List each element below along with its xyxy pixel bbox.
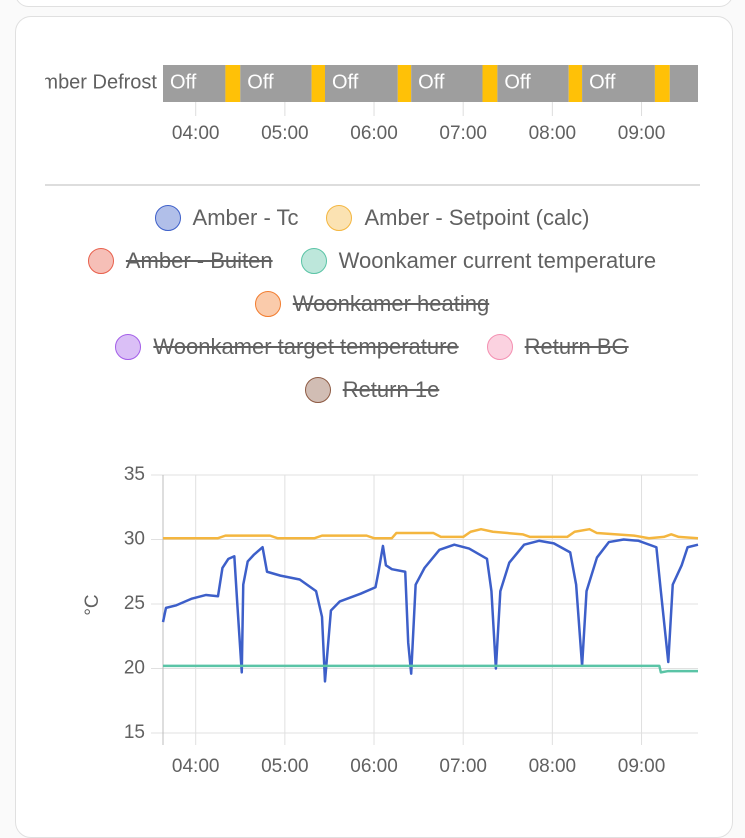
segment-label: Off [332,71,359,93]
segment-label: Off [170,71,197,93]
legend-item[interactable]: Woonkamer heating [254,283,490,326]
legend-swatch [87,248,114,275]
legend-label: Woonkamer heating [292,290,490,316]
series-line [161,538,699,683]
y-tick-label: 25 [124,593,145,614]
legend-label: Woonkamer target temperature [153,333,459,359]
x-tick-label: 05:00 [261,123,309,144]
legend-item[interactable]: Woonkamer current temperature [300,240,657,283]
x-tick-label: 05:00 [261,756,309,777]
timeline-segment [397,65,412,102]
legend-item[interactable]: Amber - Tc [154,197,299,240]
timeline-segment [482,65,498,102]
x-tick-label: 04:00 [172,756,220,777]
legend-label: Amber - Buiten [125,248,273,274]
charts: Amber Defrost °C Off Off Off Off Off Off 04:00… [28,65,700,777]
timeline-segment [654,65,670,102]
legend-item[interactable]: Woonkamer target temperature [115,325,459,368]
timeline-segment [497,65,569,102]
x-tick-label: 04:00 [172,123,220,144]
timeline-segment [225,65,241,102]
x-tick-label: 06:00 [350,123,398,144]
page: Amber Defrost °C Off Off Off Off Off Off 04:00… [15,0,733,838]
timeline-label: Amber Defrost [28,71,157,93]
x-tick-label: 08:00 [529,123,577,144]
timeline-segment [311,65,325,102]
legend-item[interactable]: Amber - Setpoint (calc) [326,197,589,240]
x-tick-label: 07:00 [439,123,487,144]
legend-item[interactable]: Return 1e [304,368,440,411]
x-tick-label: 06:00 [350,756,398,777]
legend-swatch [304,376,331,403]
series-line [163,664,698,674]
x-tick-label: 07:00 [439,756,487,777]
timeline-segment [411,65,483,102]
timeline-segment [240,65,312,102]
legend-label: Return 1e [342,376,440,402]
y-tick-label: 30 [124,529,145,550]
timeline-segment [669,65,698,102]
legend-item[interactable]: Amber - Buiten [87,240,273,283]
x-tick-label: 08:00 [529,756,577,777]
legend-swatch [326,205,353,232]
legend-label: Woonkamer current temperature [338,248,657,274]
legend-swatch [115,333,142,360]
series-line [163,527,699,540]
y-axis-label: °C [82,594,103,615]
x-tick-label: 09:00 [618,123,666,144]
legend-swatch [254,290,281,317]
legend-swatch [486,333,513,360]
legend-swatch [300,248,327,275]
y-tick-label: 35 [124,464,145,485]
y-tick-label: 20 [124,658,145,679]
legend-label: Amber - Setpoint (calc) [364,205,590,231]
legend-label: Return BG [524,333,629,359]
legend-label: Amber - Tc [192,205,299,231]
x-tick-label: 09:00 [618,756,666,777]
segment-label: Off [589,71,616,93]
segment-label: Off [247,71,274,93]
legend: Amber - Tc Amber - Setpoint (calc) Amber -… [72,197,672,411]
legend-item[interactable]: Return BG [486,325,629,368]
segment-label: Off [504,71,531,93]
legend-swatch [154,205,181,232]
timeline-segment [324,65,398,102]
timeline-segment [163,65,226,102]
segment-label: Off [418,71,445,93]
timeline-segment [568,65,583,102]
y-tick-label: 15 [124,722,145,743]
timeline-segment [582,65,655,102]
